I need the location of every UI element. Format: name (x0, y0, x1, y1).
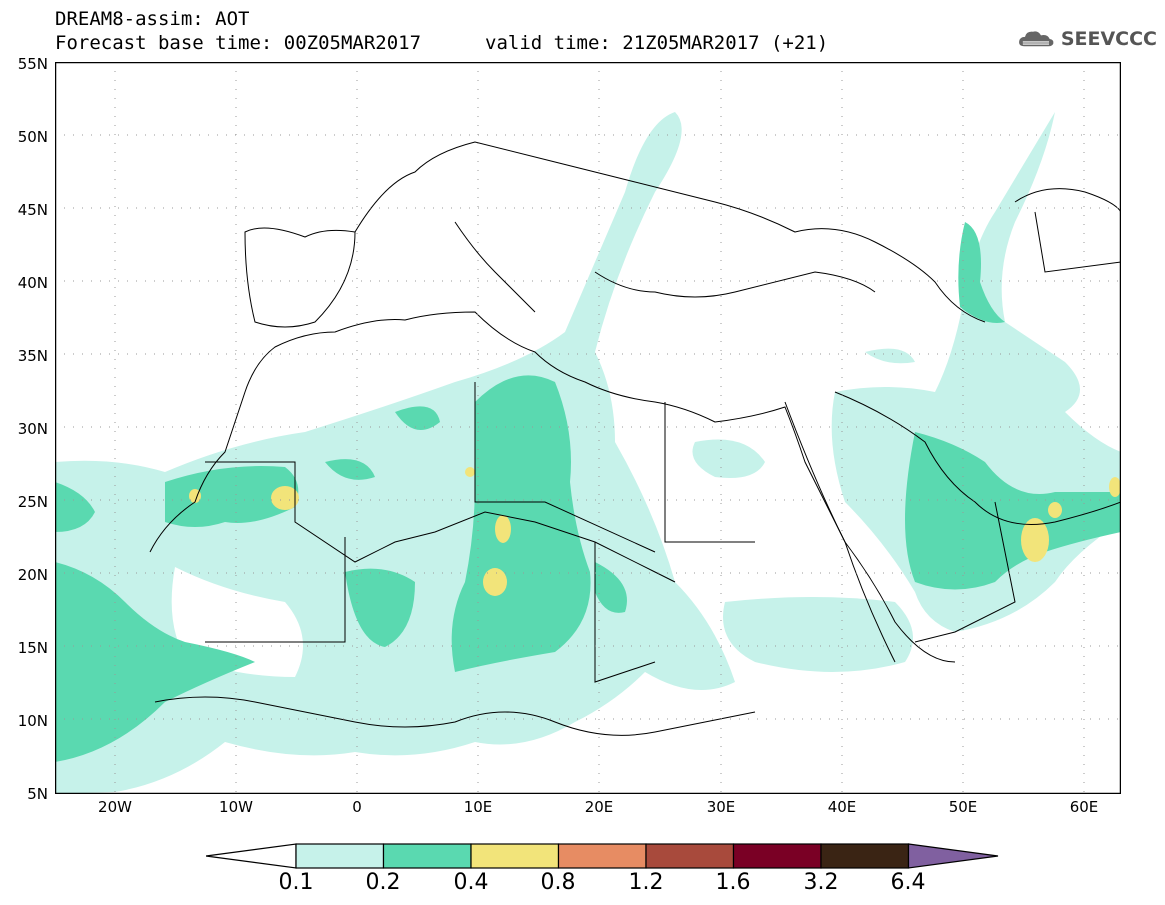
colorbar-swatch-6 (732, 843, 822, 869)
lat-label-10n: 10N (17, 712, 48, 730)
logo-text: SEEVCCC (1060, 28, 1157, 50)
lon-label-20w: 20W (98, 798, 132, 816)
colorbar-swatch-1 (295, 843, 385, 869)
colorbar-swatch-2 (382, 843, 472, 869)
chart-title: DREAM8-assim: AOT (55, 8, 250, 30)
lon-label-60e: 60E (1069, 798, 1099, 816)
lat-label-20n: 20N (17, 566, 48, 584)
colorbar-swatch-7 (820, 843, 910, 869)
colorbar-swatch-3 (470, 843, 560, 869)
lat-label-5n: 5N (27, 785, 48, 803)
colorbar-arrow-high (907, 843, 999, 869)
lon-label-0: 0 (352, 798, 362, 816)
lon-label-10w: 10W (219, 798, 253, 816)
lon-label-50e: 50E (948, 798, 978, 816)
aot-colorbar (206, 843, 999, 869)
colorbar-label-0.1: 0.1 (278, 870, 314, 895)
lon-label-20e: 20E (584, 798, 614, 816)
colorbar-swatch-4 (557, 843, 647, 869)
lat-label-45n: 45N (17, 201, 48, 219)
base-time-label: Forecast base time: 00Z05MAR2017 (55, 32, 422, 54)
colorbar-label-1.2: 1.2 (628, 870, 664, 895)
colorbar-label-0.4: 0.4 (453, 870, 489, 895)
lon-label-30e: 30E (706, 798, 736, 816)
map-borders (149, 141, 1121, 736)
seevccc-logo: SEEVCCC (1017, 22, 1157, 56)
colorbar-label-6.4: 6.4 (890, 870, 926, 895)
aot-0.4-region (189, 467, 1121, 596)
lat-label-25n: 25N (17, 493, 48, 511)
aot-map (55, 62, 1121, 794)
lon-label-10e: 10E (463, 798, 493, 816)
lat-label-55n: 55N (17, 55, 48, 73)
colorbar-arrow-low (206, 843, 297, 869)
aot-0.2-region (55, 222, 1121, 762)
lon-label-40e: 40E (827, 798, 857, 816)
lat-label-50n: 50N (17, 128, 48, 146)
colorbar-label-3.2: 3.2 (803, 870, 839, 895)
lat-label-15n: 15N (17, 639, 48, 657)
lat-label-40n: 40N (17, 274, 48, 292)
colorbar-label-0.8: 0.8 (540, 870, 576, 895)
colorbar-label-1.6: 1.6 (715, 870, 751, 895)
colorbar-swatch-5 (645, 843, 735, 869)
lat-label-30n: 30N (17, 420, 48, 438)
valid-time-label: valid time: 21Z05MAR2017 (+21) (485, 32, 829, 54)
lat-label-35n: 35N (17, 347, 48, 365)
cloud-icon (1019, 31, 1054, 47)
colorbar-label-0.2: 0.2 (365, 870, 401, 895)
